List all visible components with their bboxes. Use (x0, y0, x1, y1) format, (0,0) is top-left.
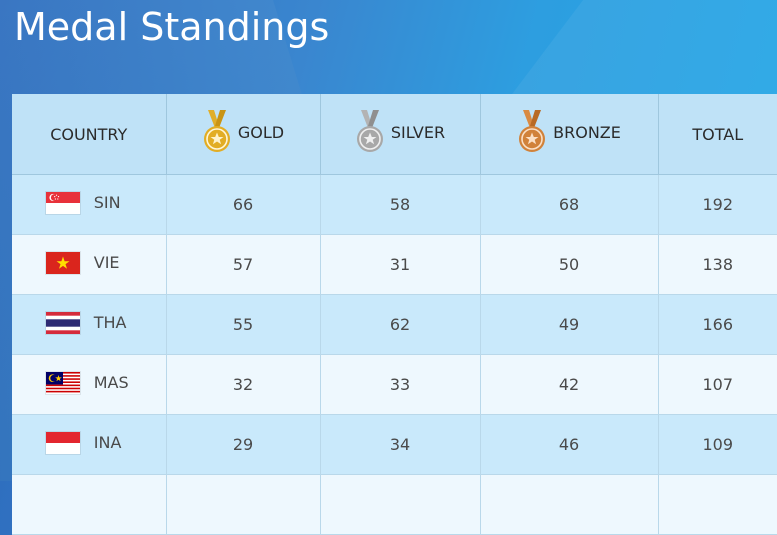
header-gold-label: GOLD (237, 122, 285, 142)
country-cell: SIN (12, 174, 167, 235)
bronze-count: 68 (480, 174, 659, 235)
bronze-count (480, 474, 659, 535)
header-gold[interactable]: GOLD (166, 94, 321, 175)
indonesia-flag-icon (45, 431, 80, 454)
total-count: 138 (658, 234, 777, 295)
country-cell: THA (12, 294, 167, 355)
country-code: MAS (93, 373, 129, 392)
gold-count (166, 474, 321, 535)
gold-count: 66 (166, 174, 321, 235)
total-count: 166 (658, 294, 777, 355)
silver-count: 58 (320, 174, 481, 235)
header-silver[interactable]: SILVER (320, 94, 481, 175)
header-bronze[interactable]: BRONZE (480, 94, 659, 175)
country-code: THA (93, 313, 127, 332)
header-silver-label: SILVER (390, 122, 446, 142)
total-count: 192 (658, 174, 777, 235)
bronze-count: 42 (480, 354, 659, 415)
header-total[interactable]: TOTAL (658, 94, 777, 175)
gold-count: 55 (166, 294, 321, 355)
total-count: 109 (658, 414, 777, 475)
bronze-count: 50 (480, 234, 659, 295)
header-country[interactable]: COUNTRY (12, 94, 167, 175)
silver-count: 33 (320, 354, 481, 415)
header-total-label: TOTAL (692, 124, 744, 144)
table-row[interactable]: THA 55 62 49 166 (12, 294, 777, 355)
page-title: Medal Standings (14, 5, 330, 49)
silver-count (320, 474, 481, 535)
vietnam-flag-icon (45, 251, 80, 274)
gold-count: 57 (166, 234, 321, 295)
country-code: SIN (93, 193, 121, 212)
bronze-count: 49 (480, 294, 659, 355)
gold-medal-icon (203, 110, 230, 152)
country-cell: MAS (12, 354, 167, 415)
silver-medal-icon (356, 110, 383, 152)
table-row[interactable]: INA 29 34 46 109 (12, 414, 777, 475)
gold-count: 32 (166, 354, 321, 415)
total-count (658, 474, 777, 535)
gold-count: 29 (166, 414, 321, 475)
country-cell: VIE (12, 234, 167, 295)
header-bronze-label: BRONZE (553, 122, 621, 142)
table-row[interactable]: MAS 32 33 42 107 (12, 354, 777, 415)
country-cell (12, 474, 167, 535)
total-count: 107 (658, 354, 777, 415)
singapore-flag-icon (45, 191, 80, 214)
country-code: VIE (93, 253, 120, 272)
table-header-row: COUNTRY GOLD (12, 94, 777, 175)
silver-count: 62 (320, 294, 481, 355)
malaysia-flag-icon (45, 371, 80, 394)
silver-count: 34 (320, 414, 481, 475)
table-row[interactable]: SIN 66 58 68 192 (12, 174, 777, 235)
header-country-label: COUNTRY (50, 124, 128, 144)
country-cell: INA (12, 414, 167, 475)
table-row[interactable] (12, 474, 777, 535)
medal-standings-table: COUNTRY GOLD (12, 94, 777, 535)
silver-count: 31 (320, 234, 481, 295)
bronze-count: 46 (480, 414, 659, 475)
bronze-medal-icon (519, 110, 546, 152)
table-row[interactable]: VIE 57 31 50 138 (12, 234, 777, 295)
thailand-flag-icon (45, 311, 80, 334)
country-code: INA (93, 433, 122, 452)
